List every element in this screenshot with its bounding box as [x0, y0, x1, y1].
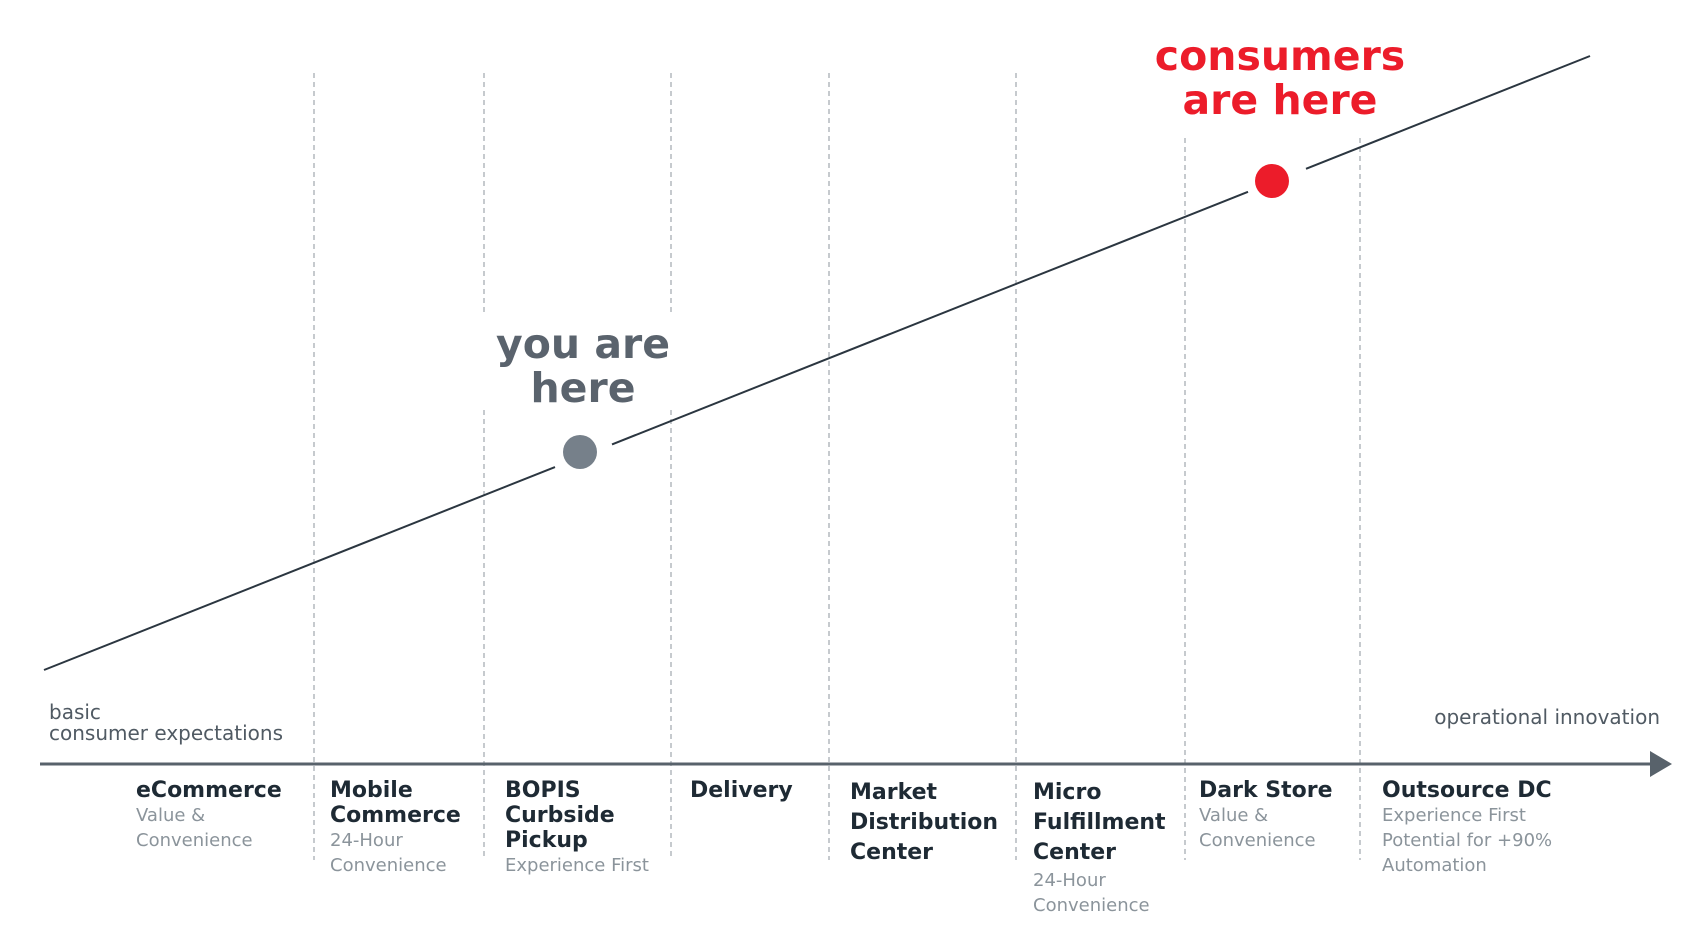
stage-column: eCommerce Value & Convenience	[136, 778, 311, 853]
you-are-here-label: you are here	[483, 322, 683, 410]
stage-subtitle-line: Convenience	[1199, 830, 1316, 851]
stage-title-line: Delivery	[690, 778, 793, 803]
stage-title-line: Mobile	[330, 778, 413, 803]
stage-column: Delivery	[690, 778, 865, 803]
stage-title-line: Pickup	[505, 828, 588, 853]
consumers-are-here-label: consumers are here	[1130, 34, 1430, 122]
stage-title-line: Commerce	[330, 803, 461, 828]
stage-title-line: eCommerce	[136, 778, 282, 803]
axis-right-label: operational innovation	[1434, 705, 1660, 729]
stage-title-line: Curbside	[505, 803, 615, 828]
stage-column: BOPIS Curbside Pickup Experience First	[505, 778, 680, 878]
stage-title-line: Center	[1033, 840, 1117, 865]
stage-subtitle-line: Convenience	[330, 855, 447, 876]
stage-subtitle-line: Convenience	[1033, 895, 1150, 916]
stage-subtitle-line: Value &	[1199, 805, 1269, 826]
stage-title-line: BOPIS	[505, 778, 581, 803]
stage-title-line: Dark Store	[1199, 778, 1333, 803]
stage-subtitle-line: Experience First	[505, 855, 649, 876]
stage-subtitle-line: Value &	[136, 805, 206, 826]
axis-left-label-line2: consumer expectations	[49, 721, 283, 745]
stage-column: Market Distribution Center	[850, 778, 1025, 868]
consumers-are-here-dot	[1255, 164, 1289, 198]
stage-column: Dark Store Value & Convenience	[1199, 778, 1374, 853]
stage-title-line: Market	[850, 780, 938, 805]
stage-column: Mobile Commerce 24-Hour Convenience	[330, 778, 505, 878]
axis-left-label-line1: basic	[49, 700, 101, 724]
trend-line	[611, 190, 1249, 446]
stage-column: Micro Fulfillment Center 24-Hour Convenience	[1033, 778, 1208, 918]
consumers-are-here-line1: consumers	[1154, 32, 1406, 80]
stage-subtitle-line: Convenience	[136, 830, 253, 851]
trend-line	[1305, 55, 1591, 170]
stage-subtitle-line: Experience First	[1382, 805, 1526, 826]
consumers-are-here-line2: are here	[1182, 76, 1378, 124]
stage-subtitle-line: 24-Hour	[330, 830, 403, 851]
stage-column: Outsource DC Experience First Potential fo…	[1382, 778, 1557, 878]
stage-title-line: Distribution	[850, 810, 999, 835]
stage-title-line: Outsource DC	[1382, 778, 1552, 803]
stage-subtitle-line: Potential for +90%	[1382, 830, 1553, 851]
axis-arrowhead	[1650, 751, 1672, 777]
trend-line	[43, 466, 556, 671]
you-are-here-dot	[563, 435, 597, 469]
you-are-here-line1: you are	[495, 320, 671, 368]
stage-subtitle-line: 24-Hour	[1033, 870, 1106, 891]
stage-subtitle-line: Automation	[1382, 855, 1487, 876]
stage-title-line: Center	[850, 840, 934, 865]
stage-title-line: Fulfillment	[1033, 810, 1166, 835]
stage-title-line: Micro	[1033, 780, 1102, 805]
you-are-here-line2: here	[530, 364, 636, 412]
